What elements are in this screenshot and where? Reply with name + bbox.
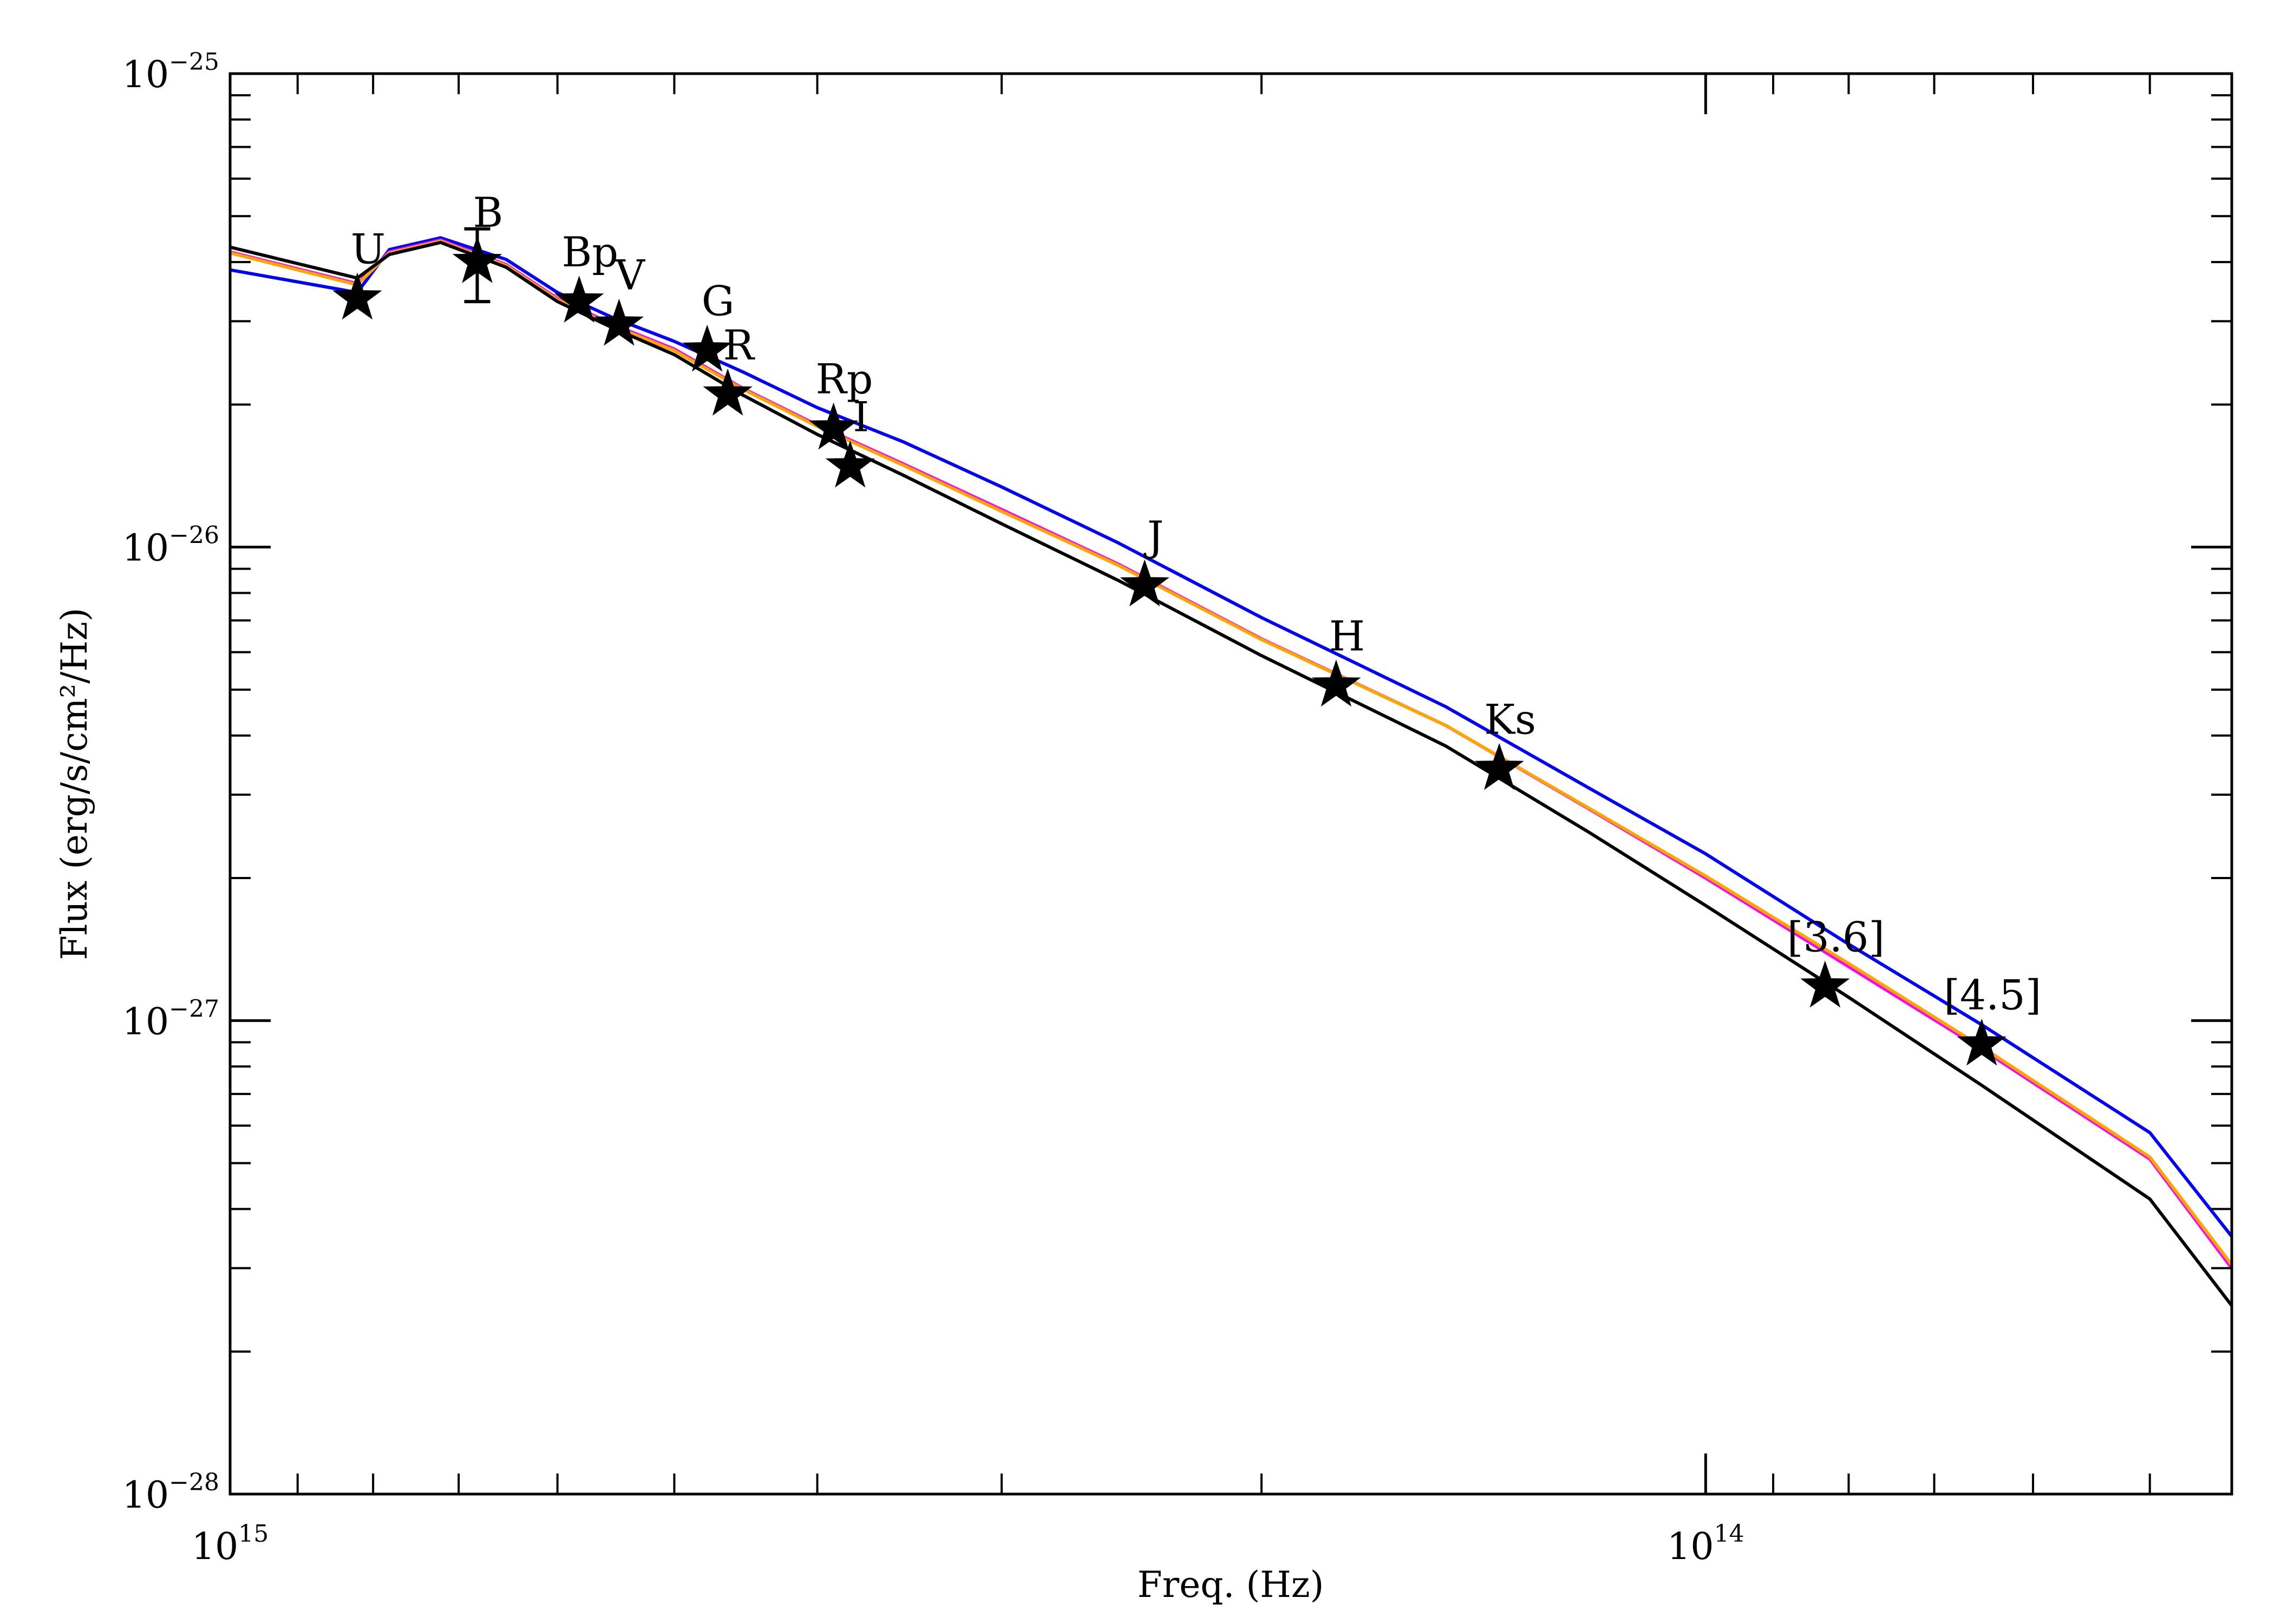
photometry-star-rp: [808, 402, 859, 450]
photometry-star-bp: [554, 276, 604, 323]
y-tick-label: 10−25: [122, 48, 219, 96]
photometry-star-45: [1957, 1018, 2007, 1066]
band-label-ks: Ks: [1484, 695, 1536, 743]
band-label-b: B: [473, 188, 504, 237]
photometry-star-i: [825, 440, 875, 488]
photometry-star-ks: [1474, 743, 1524, 790]
band-label-u: U: [351, 225, 385, 273]
y-tick-label: 10−26: [122, 522, 219, 570]
band-label-v: V: [615, 251, 645, 299]
photometry-star-u: [332, 272, 382, 320]
band-label-bp: Bp: [561, 228, 618, 276]
model-spectrum-line-2: [230, 238, 2232, 1269]
photometry-star-r: [703, 368, 753, 416]
model-spectra: [230, 236, 2232, 1307]
model-spectrum-line-1: [230, 236, 2232, 1237]
y-tick-label: 10−28: [122, 1469, 219, 1517]
x-tick-label: 1014: [1667, 1520, 1744, 1568]
plot-frame: [228, 72, 2233, 1496]
band-label-i: I: [853, 393, 869, 441]
photometry-star-h: [1311, 659, 1361, 707]
model-spectrum-line-4: [230, 240, 2232, 1307]
band-label-36: [3.6]: [1787, 913, 1885, 961]
band-label-h: H: [1329, 612, 1365, 660]
photometry-star-g: [682, 324, 732, 372]
y-tick-label: 10−27: [122, 995, 219, 1043]
photometry-star-j: [1120, 559, 1169, 607]
band-label-g: G: [702, 277, 735, 325]
minor-ticks: [230, 74, 2232, 1494]
photometry-star-v: [594, 298, 644, 346]
band-label-rp: Rp: [816, 355, 873, 403]
band-label-r: R: [723, 321, 755, 369]
x-tick-label: 1015: [192, 1520, 269, 1568]
model-spectrum-line-3: [230, 239, 2232, 1266]
photometry-star-b: [452, 236, 502, 283]
photometry-star-36: [1800, 960, 1850, 1008]
band-label-j: J: [1143, 512, 1164, 560]
x-axis-label: Freq. (Hz): [1138, 1564, 1324, 1606]
photometry-points: U B BpV GR RpI J H Ks [3.6] [4.5]: [332, 188, 2041, 1066]
y-axis-label: Flux (erg/s/cm²/Hz): [54, 608, 95, 960]
band-label-45: [4.5]: [1944, 971, 2041, 1019]
major-ticks: [228, 72, 2232, 1496]
